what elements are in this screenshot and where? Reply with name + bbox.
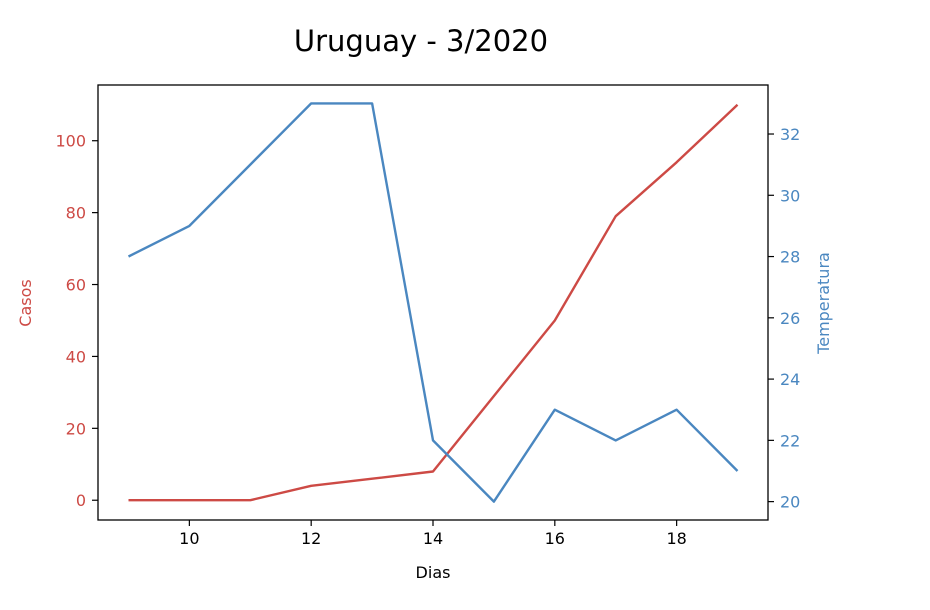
y-right-tick-label: 26 xyxy=(780,309,800,328)
y-axis-left: 0 20 40 60 80 100 xyxy=(55,132,98,510)
y-left-tick-label: 40 xyxy=(66,347,86,366)
y-right-tick-label: 20 xyxy=(780,493,800,512)
x-tick-label: 18 xyxy=(666,529,686,548)
x-axis: 10 12 14 16 18 xyxy=(179,520,687,548)
x-tick-label: 16 xyxy=(545,529,565,548)
x-tick-label: 12 xyxy=(301,529,321,548)
x-tick-label: 10 xyxy=(179,529,199,548)
y-right-tick-label: 28 xyxy=(780,248,800,267)
y-left-tick-label: 100 xyxy=(55,132,86,151)
y-right-tick-label: 22 xyxy=(780,431,800,450)
y-axis-right: 20 22 24 26 28 30 32 xyxy=(768,125,800,512)
series-line-temperatura xyxy=(127,102,739,503)
y-axis-right-title: Temperatura xyxy=(814,252,833,355)
y-axis-left-title: Casos xyxy=(16,279,35,326)
series-layer xyxy=(127,102,739,503)
series-line-casos xyxy=(128,103,739,502)
y-right-tick-label: 30 xyxy=(780,186,800,205)
y-right-tick-label: 24 xyxy=(780,370,800,389)
y-left-tick-label: 0 xyxy=(76,491,86,510)
y-left-tick-label: 20 xyxy=(66,419,86,438)
y-left-tick-label: 80 xyxy=(66,204,86,223)
y-right-tick-label: 32 xyxy=(780,125,800,144)
plot-frame xyxy=(97,84,769,521)
x-tick-label: 14 xyxy=(423,529,443,548)
x-axis-title: Dias xyxy=(416,563,451,582)
y-left-tick-label: 60 xyxy=(66,276,86,295)
chart-title: Uruguay - 3/2020 xyxy=(294,24,548,58)
